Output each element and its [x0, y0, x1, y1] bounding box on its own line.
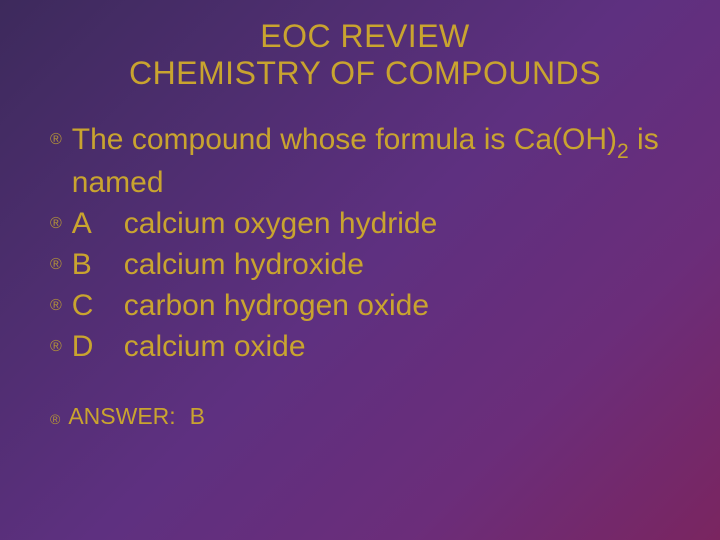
bullet-icon: ® — [50, 130, 62, 151]
option-text: calcium hydroxide — [124, 245, 364, 284]
question-prefix: The — [72, 123, 124, 156]
bullet-icon: ® — [50, 255, 62, 276]
bullet-icon: ® — [50, 296, 62, 317]
option-text: carbon hydrogen oxide — [124, 286, 429, 325]
bullet-icon: ® — [50, 337, 62, 358]
option-b-row: ® B calcium hydroxide — [50, 245, 680, 284]
slide-container: EOC REVIEW CHEMISTRY OF COMPOUNDS ® The … — [0, 0, 720, 452]
option-text: calcium oxide — [124, 327, 306, 366]
title-line-1: EOC REVIEW — [260, 18, 469, 54]
option-letter: D — [72, 327, 124, 366]
answer-label: ANSWER: — [68, 402, 175, 432]
option-c-row: ® C carbon hydrogen oxide — [50, 286, 680, 325]
option-a-row: ® A calcium oxygen hydride — [50, 204, 680, 243]
answer-value: B — [190, 402, 205, 432]
answer-row: ® ANSWER: B — [50, 402, 680, 432]
option-letter: B — [72, 245, 124, 284]
title-line-2: CHEMISTRY OF COMPOUNDS — [129, 55, 601, 91]
bullet-icon: ® — [50, 410, 60, 428]
question-text: The compound whose formula is Ca(OH)2 is… — [72, 120, 680, 202]
question-subscript: 2 — [617, 140, 629, 163]
option-letter: A — [72, 204, 124, 243]
slide-title: EOC REVIEW CHEMISTRY OF COMPOUNDS — [50, 18, 680, 92]
option-text: calcium oxygen hydride — [124, 204, 438, 243]
question-row: ® The compound whose formula is Ca(OH)2 … — [50, 120, 680, 202]
bullet-icon: ® — [50, 214, 62, 235]
question-part-1: compound whose formula is Ca(OH) — [124, 123, 618, 156]
slide-content: ® The compound whose formula is Ca(OH)2 … — [50, 120, 680, 432]
option-d-row: ® D calcium oxide — [50, 327, 680, 366]
option-letter: C — [72, 286, 124, 325]
